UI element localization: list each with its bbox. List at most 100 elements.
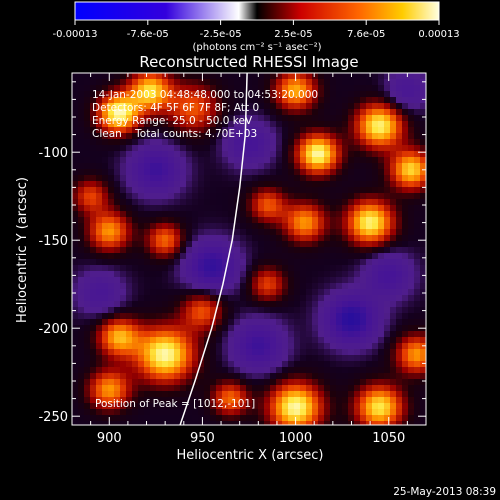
heatmap-cell [252,397,259,404]
heatmap-cell [288,373,295,380]
heatmap-cell [372,229,379,236]
heatmap-cell [384,367,391,374]
heatmap-cell [186,415,193,422]
heatmap-cell [126,277,133,284]
heatmap-cell [114,145,121,152]
heatmap-cell [264,181,271,188]
heatmap-cell [132,397,139,404]
heatmap-cell [96,403,103,410]
heatmap-cell [72,391,79,398]
heatmap-cell [78,343,85,350]
heatmap-cell [144,151,151,158]
heatmap-cell [144,199,151,206]
heatmap-cell [396,373,403,380]
heatmap-cell [108,367,115,374]
heatmap-cell [276,355,283,362]
heatmap-cell [324,391,331,398]
heatmap-cell [204,253,211,260]
heatmap-cell [402,79,409,86]
heatmap-cell [330,373,337,380]
heatmap-cell [318,103,325,110]
heatmap-cell [228,343,235,350]
heatmap-cell [234,277,241,284]
heatmap-cell [138,211,145,218]
heatmap-cell [186,295,193,302]
heatmap-cell [396,205,403,212]
heatmap-cell [216,337,223,344]
heatmap-cell [354,319,361,326]
heatmap-cell [378,91,385,98]
heatmap-cell [354,349,361,356]
heatmap-cell [282,403,289,410]
heatmap-cell [276,421,283,425]
heatmap-cell [270,337,277,344]
heatmap-cell [414,115,421,122]
heatmap-cell [288,367,295,374]
heatmap-cell [174,403,181,410]
heatmap-cell [258,139,265,146]
heatmap-cell [384,289,391,296]
heatmap-cell [402,187,409,194]
heatmap-cell [372,295,379,302]
heatmap-cell [90,169,97,176]
heatmap-cell [330,85,337,92]
heatmap-cell [366,97,373,104]
heatmap-cell [396,277,403,284]
heatmap-cell [204,379,211,386]
heatmap-cell [330,247,337,254]
heatmap-cell [294,157,301,164]
heatmap-cell [294,217,301,224]
heatmap-cell [312,313,319,320]
heatmap-cell [114,397,121,404]
heatmap-cell [192,331,199,338]
heatmap-cell [396,127,403,134]
heatmap-cell [246,205,253,212]
heatmap-cell [330,403,337,410]
heatmap-cell [288,385,295,392]
heatmap-cell [240,259,247,266]
heatmap-cell [78,409,85,416]
heatmap-cell [72,385,79,392]
heatmap-cell [354,187,361,194]
heatmap-cell [174,229,181,236]
heatmap-cell [132,313,139,320]
heatmap-cell [258,367,265,374]
heatmap-cell [402,379,409,386]
heatmap-cell [414,319,421,326]
heatmap-cell [156,385,163,392]
heatmap-cell [240,289,247,296]
heatmap-cell [126,373,133,380]
heatmap-cell [198,271,205,278]
heatmap-cell [378,331,385,338]
heatmap-cell [324,385,331,392]
heatmap-cell [402,127,409,134]
heatmap-cell [414,331,421,338]
heatmap-cell [246,217,253,224]
heatmap-cell [240,187,247,194]
heatmap-cell [102,103,109,110]
heatmap-cell [234,391,241,398]
heatmap-cell [270,127,277,134]
heatmap-cell [348,343,355,350]
heatmap-cell [150,313,157,320]
heatmap-cell [192,79,199,86]
heatmap-cell [102,259,109,266]
heatmap-cell [306,421,313,425]
heatmap-cell [258,325,265,332]
heatmap-cell [78,307,85,314]
heatmap-cell [222,421,229,425]
heatmap-cell [282,109,289,116]
heatmap-cell [102,217,109,224]
heatmap-cell [372,265,379,272]
heatmap-cell [336,283,343,290]
heatmap-cell [168,241,175,248]
heatmap-cell [132,223,139,230]
heatmap-cell [162,247,169,254]
heatmap-cell [294,325,301,332]
heatmap-cell [216,235,223,242]
heatmap-cell [216,211,223,218]
heatmap-cell [390,181,397,188]
heatmap-cell [156,193,163,200]
heatmap-cell [240,193,247,200]
heatmap-cell [390,133,397,140]
